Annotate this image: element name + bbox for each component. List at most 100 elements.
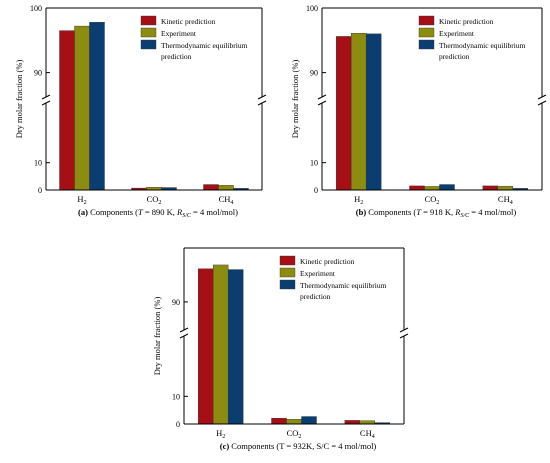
bar-thermo-co2 (439, 184, 455, 191)
caption-tag: (b) (356, 207, 367, 217)
caption-text: Components (T = 932K, S/C = 4 mol/mol) (229, 441, 376, 451)
bar-experiment-h2 (74, 25, 90, 191)
caption-tag: (a) (78, 207, 88, 217)
y-tick-label: 90 (310, 69, 318, 78)
legend-label: Thermodynamic equilibrium (439, 41, 526, 50)
x-tick-subscript: 2 (158, 200, 161, 206)
panel-caption: (b) Components (T = 918 K, RS/C = 4 mol/… (356, 207, 517, 219)
legend-swatch-thermo (140, 39, 157, 50)
y-tick-label: 10 (34, 159, 42, 168)
bar-experiment-ch4 (218, 185, 234, 191)
axis-break-left (179, 327, 189, 339)
x-tick-subscript: 4 (230, 200, 233, 206)
x-tick-subscript: 2 (84, 200, 87, 206)
y-tick-label: 90 (172, 298, 180, 307)
caption-text: = 890 K, (143, 207, 177, 217)
caption-ratio-symbol: R (176, 207, 183, 217)
axis-break-right (257, 94, 267, 106)
legend-label: prediction (439, 52, 470, 61)
x-tick-subscript: 4 (372, 434, 375, 440)
legend-label: Experiment (161, 29, 197, 38)
legend: Kinetic prediction Experiment Thermodynami… (279, 255, 387, 301)
legend-label: Kinetic prediction (439, 17, 494, 26)
x-tick-subscript: 2 (360, 200, 363, 206)
caption-temperature-symbol: T (416, 207, 422, 217)
bar-thermo-h2 (365, 33, 382, 191)
bar-kinetic-h2 (335, 36, 352, 191)
bar-kinetic-h2 (197, 268, 214, 425)
legend-label: prediction (300, 292, 331, 301)
y-tick-label: 0 (176, 420, 180, 429)
legend-label: Kinetic prediction (161, 17, 216, 26)
y-tick-label: 90 (34, 69, 42, 78)
y-tick-label: 10 (310, 159, 318, 168)
bar-kinetic-h2 (59, 30, 75, 191)
x-tick-label-co2: CO2 (287, 428, 302, 440)
x-tick-subscript: 2 (222, 434, 225, 440)
x-tick-subscript: 2 (298, 434, 301, 440)
bar-experiment-co2 (424, 186, 440, 191)
x-tick-label-ch4: CH4 (498, 194, 513, 206)
caption-text: = 918 K, (421, 207, 455, 217)
axis-break-right (399, 327, 409, 339)
y-axis-label: Dry molar fraction (%) (152, 297, 162, 376)
caption-tag: (c) (220, 441, 230, 451)
legend-label: Kinetic prediction (300, 257, 355, 266)
x-tick-label-h2: H2 (77, 194, 86, 206)
caption-temperature-symbol: T (138, 207, 144, 217)
axis-break-left (317, 94, 327, 106)
y-tick-label: 0 (38, 186, 42, 195)
x-tick-base: H (77, 194, 83, 204)
legend-label: Experiment (439, 29, 475, 38)
bar-thermo-h2 (227, 269, 244, 425)
axis-break-right (537, 94, 547, 106)
legend-label: Thermodynamic equilibrium (300, 281, 387, 290)
x-tick-base: H (216, 428, 222, 438)
legend-label: Thermodynamic equilibrium (161, 41, 248, 50)
legend-swatch-thermo (418, 39, 435, 50)
x-tick-base: CO (425, 194, 437, 204)
panel-caption: (c) Components (T = 932K, S/C = 4 mol/mo… (220, 441, 377, 451)
x-tick-base: CO (147, 194, 159, 204)
panel-caption: (a) Components (T = 890 K, RS/C = 4 mol/… (78, 207, 238, 219)
caption-text: Components ( (366, 207, 416, 217)
caption-ratio-subscript: S/C (182, 213, 192, 219)
y-tick-label: 100 (306, 4, 318, 13)
legend-swatch-kinetic (140, 15, 157, 26)
caption-text: Components ( (88, 207, 138, 217)
legend: Kinetic prediction Experiment Thermodynami… (418, 15, 526, 61)
x-tick-base: CO (287, 428, 299, 438)
y-axis-label: Dry molar fraction (%) (14, 60, 24, 139)
x-tick-label-ch4: CH4 (360, 428, 375, 440)
legend-label: Experiment (300, 269, 336, 278)
caption-ratio-subscript: S/C (460, 213, 470, 219)
legend-swatch-experiment (279, 267, 296, 278)
x-tick-label-ch4: CH4 (219, 194, 234, 206)
bar-experiment-h2 (350, 33, 367, 191)
x-tick-subscript: 2 (436, 200, 439, 206)
bar-kinetic-co2 (409, 185, 425, 191)
x-tick-base: CH (360, 428, 372, 438)
legend-swatch-kinetic (279, 255, 296, 266)
bar-experiment-co2 (286, 419, 302, 425)
y-tick-label: 0 (314, 186, 318, 195)
y-tick-label: 10 (172, 392, 180, 401)
caption-ratio-symbol: R (454, 207, 461, 217)
x-tick-label-co2: CO2 (425, 194, 440, 206)
bar-kinetic-ch4 (203, 184, 219, 191)
x-tick-base: CH (498, 194, 510, 204)
caption-text: = 4 mol/mol) (469, 207, 516, 217)
bar-thermo-co2 (301, 416, 317, 425)
bar-thermo-h2 (89, 22, 105, 191)
x-tick-label-h2: H2 (354, 194, 363, 206)
legend-label: prediction (161, 52, 192, 61)
legend-swatch-kinetic (418, 15, 435, 26)
legend-swatch-experiment (140, 27, 157, 38)
x-tick-label-co2: CO2 (147, 194, 162, 206)
legend: Kinetic prediction Experiment Thermodynami… (140, 15, 248, 61)
